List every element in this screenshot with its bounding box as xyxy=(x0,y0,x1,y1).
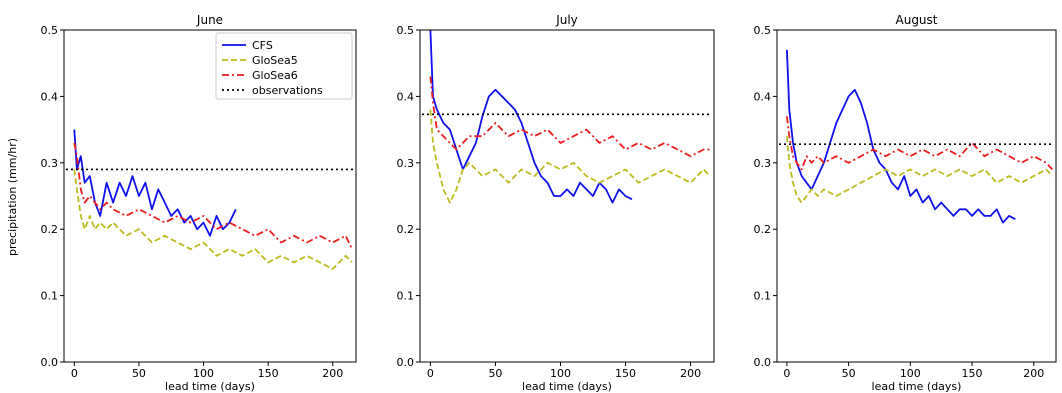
y-tick-label: 0.0 xyxy=(41,356,59,369)
y-tick-label: 0.5 xyxy=(397,24,415,37)
x-axis-label: lead time (days) xyxy=(165,380,255,393)
plot-frame xyxy=(419,29,715,363)
legend-label-observations: observations xyxy=(252,84,323,97)
x-tick-label: 100 xyxy=(193,367,214,380)
x-tick-label: 150 xyxy=(962,367,983,380)
plot-frame xyxy=(776,29,1057,363)
series-cfs-line xyxy=(786,49,1016,224)
y-tick-label: 0.3 xyxy=(397,157,415,170)
panel-july: 0.0 0.1 0.2 0.3 0.4 0.5 0 50 100 150 200 July lead t… xyxy=(397,13,715,393)
y-tick-label: 0.2 xyxy=(41,223,59,236)
series-glosea5-line xyxy=(73,169,353,270)
y-tick-label: 0.2 xyxy=(754,223,772,236)
x-tick-label: 50 xyxy=(132,367,146,380)
y-tick-label: 0.1 xyxy=(754,290,772,303)
y-tick-label: 0.2 xyxy=(397,223,415,236)
y-tick-label: 0.3 xyxy=(41,157,59,170)
plot-frame xyxy=(63,29,357,363)
series-glosea6-line xyxy=(73,142,353,250)
y-tick-label: 0.0 xyxy=(754,356,772,369)
y-tick-label: 0.4 xyxy=(754,90,772,103)
series-cfs-line xyxy=(429,30,633,204)
y-tick-label: 0.5 xyxy=(41,24,59,37)
series-cfs-line xyxy=(73,129,237,237)
legend: CFS GloSea5 GloSea6 observations xyxy=(215,32,353,100)
x-tick-label: 100 xyxy=(900,367,921,380)
y-tick-label: 0.3 xyxy=(754,157,772,170)
y-tick-label: 0.4 xyxy=(397,90,415,103)
panel-title: July xyxy=(555,13,578,27)
figure-y-axis-label: precipitation (mm/hr) xyxy=(6,138,19,256)
x-tick-label: 150 xyxy=(615,367,636,380)
y-tick-label: 0.1 xyxy=(41,290,59,303)
y-tick-label: 0.1 xyxy=(397,290,415,303)
x-axis-label: lead time (days) xyxy=(872,380,962,393)
x-tick-label: 50 xyxy=(488,367,502,380)
series-glosea5-line xyxy=(429,109,711,204)
x-tick-label: 150 xyxy=(258,367,279,380)
x-tick-label: 200 xyxy=(1023,367,1044,380)
y-tick-label: 0.0 xyxy=(397,356,415,369)
panel-june: 0.0 0.1 0.2 0.3 0.4 0.5 0 50 100 150 200 June lead t… xyxy=(41,13,357,393)
x-tick-label: 0 xyxy=(71,367,78,380)
legend-label-cfs: CFS xyxy=(252,39,273,52)
y-tick-label: 0.4 xyxy=(41,90,59,103)
x-tick-label: 200 xyxy=(322,367,343,380)
x-tick-label: 0 xyxy=(783,367,790,380)
series-glosea6-line xyxy=(786,116,1053,171)
legend-box xyxy=(215,32,353,100)
legend-label-glosea6: GloSea6 xyxy=(252,69,298,82)
panel-august: 0.0 0.1 0.2 0.3 0.4 0.5 0 50 100 150 200 August lead… xyxy=(754,13,1057,393)
x-tick-label: 0 xyxy=(427,367,434,380)
panel-title: August xyxy=(896,13,938,27)
series-glosea6-line xyxy=(429,76,711,158)
series-glosea5-line xyxy=(786,136,1053,204)
x-tick-label: 100 xyxy=(550,367,571,380)
x-tick-label: 200 xyxy=(680,367,701,380)
panel-title: June xyxy=(196,13,223,27)
legend-label-glosea5: GloSea5 xyxy=(252,54,298,67)
x-axis-label: lead time (days) xyxy=(522,380,612,393)
x-tick-label: 50 xyxy=(842,367,856,380)
y-tick-label: 0.5 xyxy=(754,24,772,37)
